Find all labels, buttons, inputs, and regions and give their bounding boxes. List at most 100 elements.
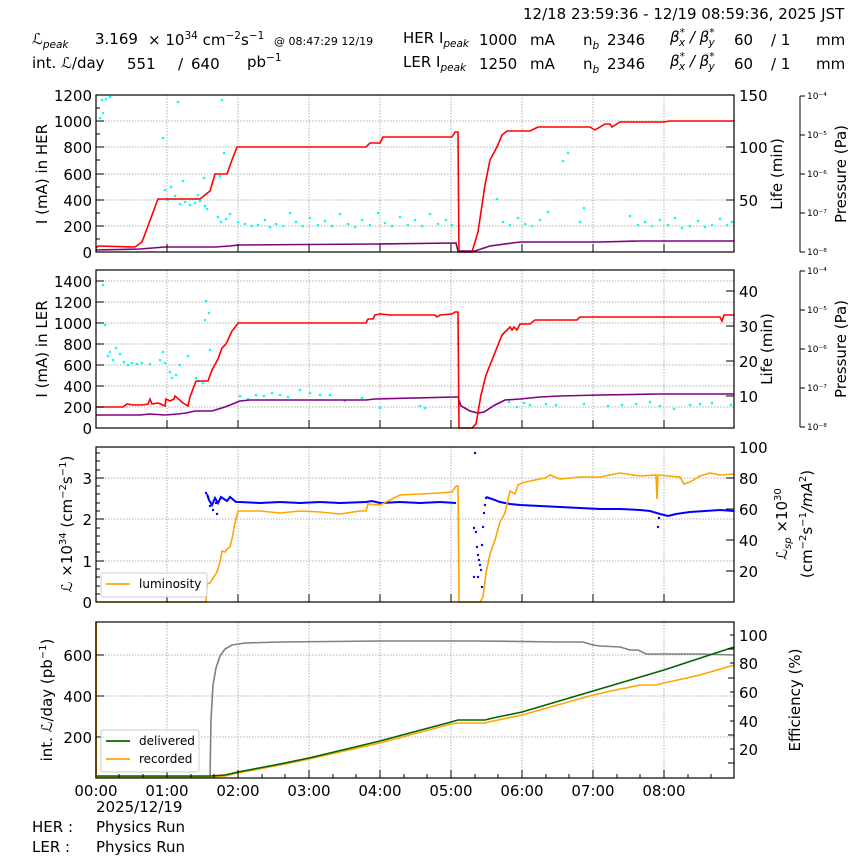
int-lumi-unit: pb−1 [247,52,282,71]
ler-beta-y: / 1 [771,55,791,73]
luminosity-panel: 0 1 2 3 20 40 60 80 100 ℒ ×1034 (cm−2s−1) ℒsp ×… [58,439,816,612]
svg-text:10⁻⁸: 10⁻⁸ [807,248,827,258]
svg-text:200: 200 [63,218,92,236]
ler-beta-x: 60 [734,55,754,73]
svg-text:80: 80 [739,470,758,488]
ler-nb-label: nb [583,55,600,76]
svg-text:20: 20 [739,741,758,759]
svg-text:200: 200 [63,399,92,417]
her-beta-label: β*x / β*y [670,27,715,49]
ler-lifetime-line [96,393,734,416]
int-lumi-sep: / [178,55,184,73]
her-life-label: Life (min) [768,138,786,210]
svg-text:10⁻⁷: 10⁻⁷ [807,384,827,394]
svg-text:3: 3 [82,470,92,488]
her-beta-x: 60 [734,31,754,49]
svg-text:2: 2 [82,511,92,529]
efficiency-line [209,640,735,779]
svg-text:400: 400 [63,688,92,706]
lsp-ylabel: ℒsp ×1030 [773,488,794,560]
her-life-ticks: 50 100 150 [739,87,768,210]
specific-lumi-scatter [204,451,661,589]
svg-text:1000: 1000 [54,315,92,333]
recorded-line [96,664,735,778]
her-pressure-scatter [98,95,734,230]
ler-nb-value: 2346 [607,55,646,73]
int-frame [95,621,735,779]
her-panel: 0 200 400 600 800 1000 1200 50 100 150 I (mA) i… [33,87,850,262]
int-yticks: 200 400 600 [63,647,92,747]
svg-text:1000: 1000 [54,113,92,131]
lsp-unit-label: (cm−2s−1/mA2) [798,470,816,578]
her-ipeak-value: 1000 [479,31,518,49]
svg-text:600: 600 [63,357,92,375]
svg-text:06:00: 06:00 [500,782,543,800]
svg-text:10⁻⁸: 10⁻⁸ [807,423,827,433]
lpeak-unit: × 1034 cm−2s−1 [148,30,265,49]
ler-pressure-label: Pressure (Pa) [832,300,850,398]
svg-text:20: 20 [739,563,758,581]
svg-text:10⁻⁶: 10⁻⁶ [807,170,827,180]
svg-text:00:00: 00:00 [74,782,117,800]
svg-text:80: 80 [739,655,758,673]
lpeak-label: ℒpeak [32,30,69,51]
svg-text:10⁻⁴: 10⁻⁴ [807,267,827,277]
lumi-yticks: 0 1 2 3 [82,470,92,612]
svg-text:150: 150 [739,87,768,105]
ler-grid [96,270,734,428]
svg-text:05:00: 05:00 [429,782,472,800]
svg-text:02:00: 02:00 [216,782,259,800]
svg-text:07:00: 07:00 [571,782,614,800]
ler-ylabel: I (mA) in LER [33,300,51,397]
ler-life-ticks: 10 20 30 40 [739,283,758,406]
eff-ylabel: Efficiency (%) [786,649,804,752]
ler-life-label: Life (min) [758,313,776,385]
svg-text:30: 30 [739,318,758,336]
date-label: 2025/12/19 [96,798,183,816]
eff-yticks: 20 40 60 80 100 [739,627,768,759]
lpeak-value: 3.169 [95,30,138,48]
lumi-ylabel: ℒ ×1034 (cm−2s−1) [58,456,76,593]
svg-text:0: 0 [82,244,92,262]
ler-ipeak-label: LER Ipeak [403,53,467,74]
int-lumi-label: int. ℒ/day [32,54,105,72]
ler-status: Physics Run [96,838,186,856]
lumi-ticks [96,452,734,603]
int-ylabel: int. ℒ/day (pb−1) [38,639,56,762]
svg-text:01:00: 01:00 [145,782,188,800]
lumi-legend: luminosity [100,572,208,598]
ler-yticks: 0 200 400 600 800 1000 1200 1400 [54,273,92,438]
her-nb-value: 2346 [607,31,646,49]
her-ipeak-unit: mA [530,31,555,49]
svg-text:08:00: 08:00 [642,782,685,800]
svg-text:800: 800 [63,336,92,354]
delivered-line [96,646,735,777]
ler-panel: 0 200 400 600 800 1000 1200 1400 10 20 30 40 I (m… [33,267,850,438]
svg-text:1: 1 [82,553,92,571]
svg-text:40: 40 [739,532,758,550]
her-pressure-ticks: 10⁻⁴ 10⁻⁵ 10⁻⁶ 10⁻⁷ 10⁻⁸ [807,92,827,258]
ler-ticks [96,280,734,429]
ler-pressure-axis [799,270,805,428]
svg-text:200: 200 [63,729,92,747]
svg-text:10⁻⁶: 10⁻⁶ [807,345,827,355]
legend-delivered: delivered [139,734,195,748]
svg-text:10⁻⁵: 10⁻⁵ [807,306,827,316]
time-xticks: 00:00 01:00 02:00 03:00 04:00 05:00 06:00 07:0… [74,782,685,800]
legend-recorded: recorded [139,752,192,766]
her-lifetime-line [95,240,734,252]
ler-frame [95,269,735,429]
svg-text:03:00: 03:00 [287,782,330,800]
ler-beta-unit: mm [816,55,846,73]
int-legend: delivered recorded [100,729,200,773]
svg-text:600: 600 [63,647,92,665]
lsp-yticks: 20 40 60 80 100 [739,439,768,581]
ler-pressure-ticks: 10⁻⁴ 10⁻⁵ 10⁻⁶ 10⁻⁷ 10⁻⁸ [807,267,827,433]
svg-text:40: 40 [739,283,758,301]
her-grid [96,95,734,252]
svg-text:10: 10 [739,388,758,406]
svg-text:0: 0 [82,420,92,438]
her-ipeak-label: HER Ipeak [403,29,470,50]
svg-text:400: 400 [63,192,92,210]
